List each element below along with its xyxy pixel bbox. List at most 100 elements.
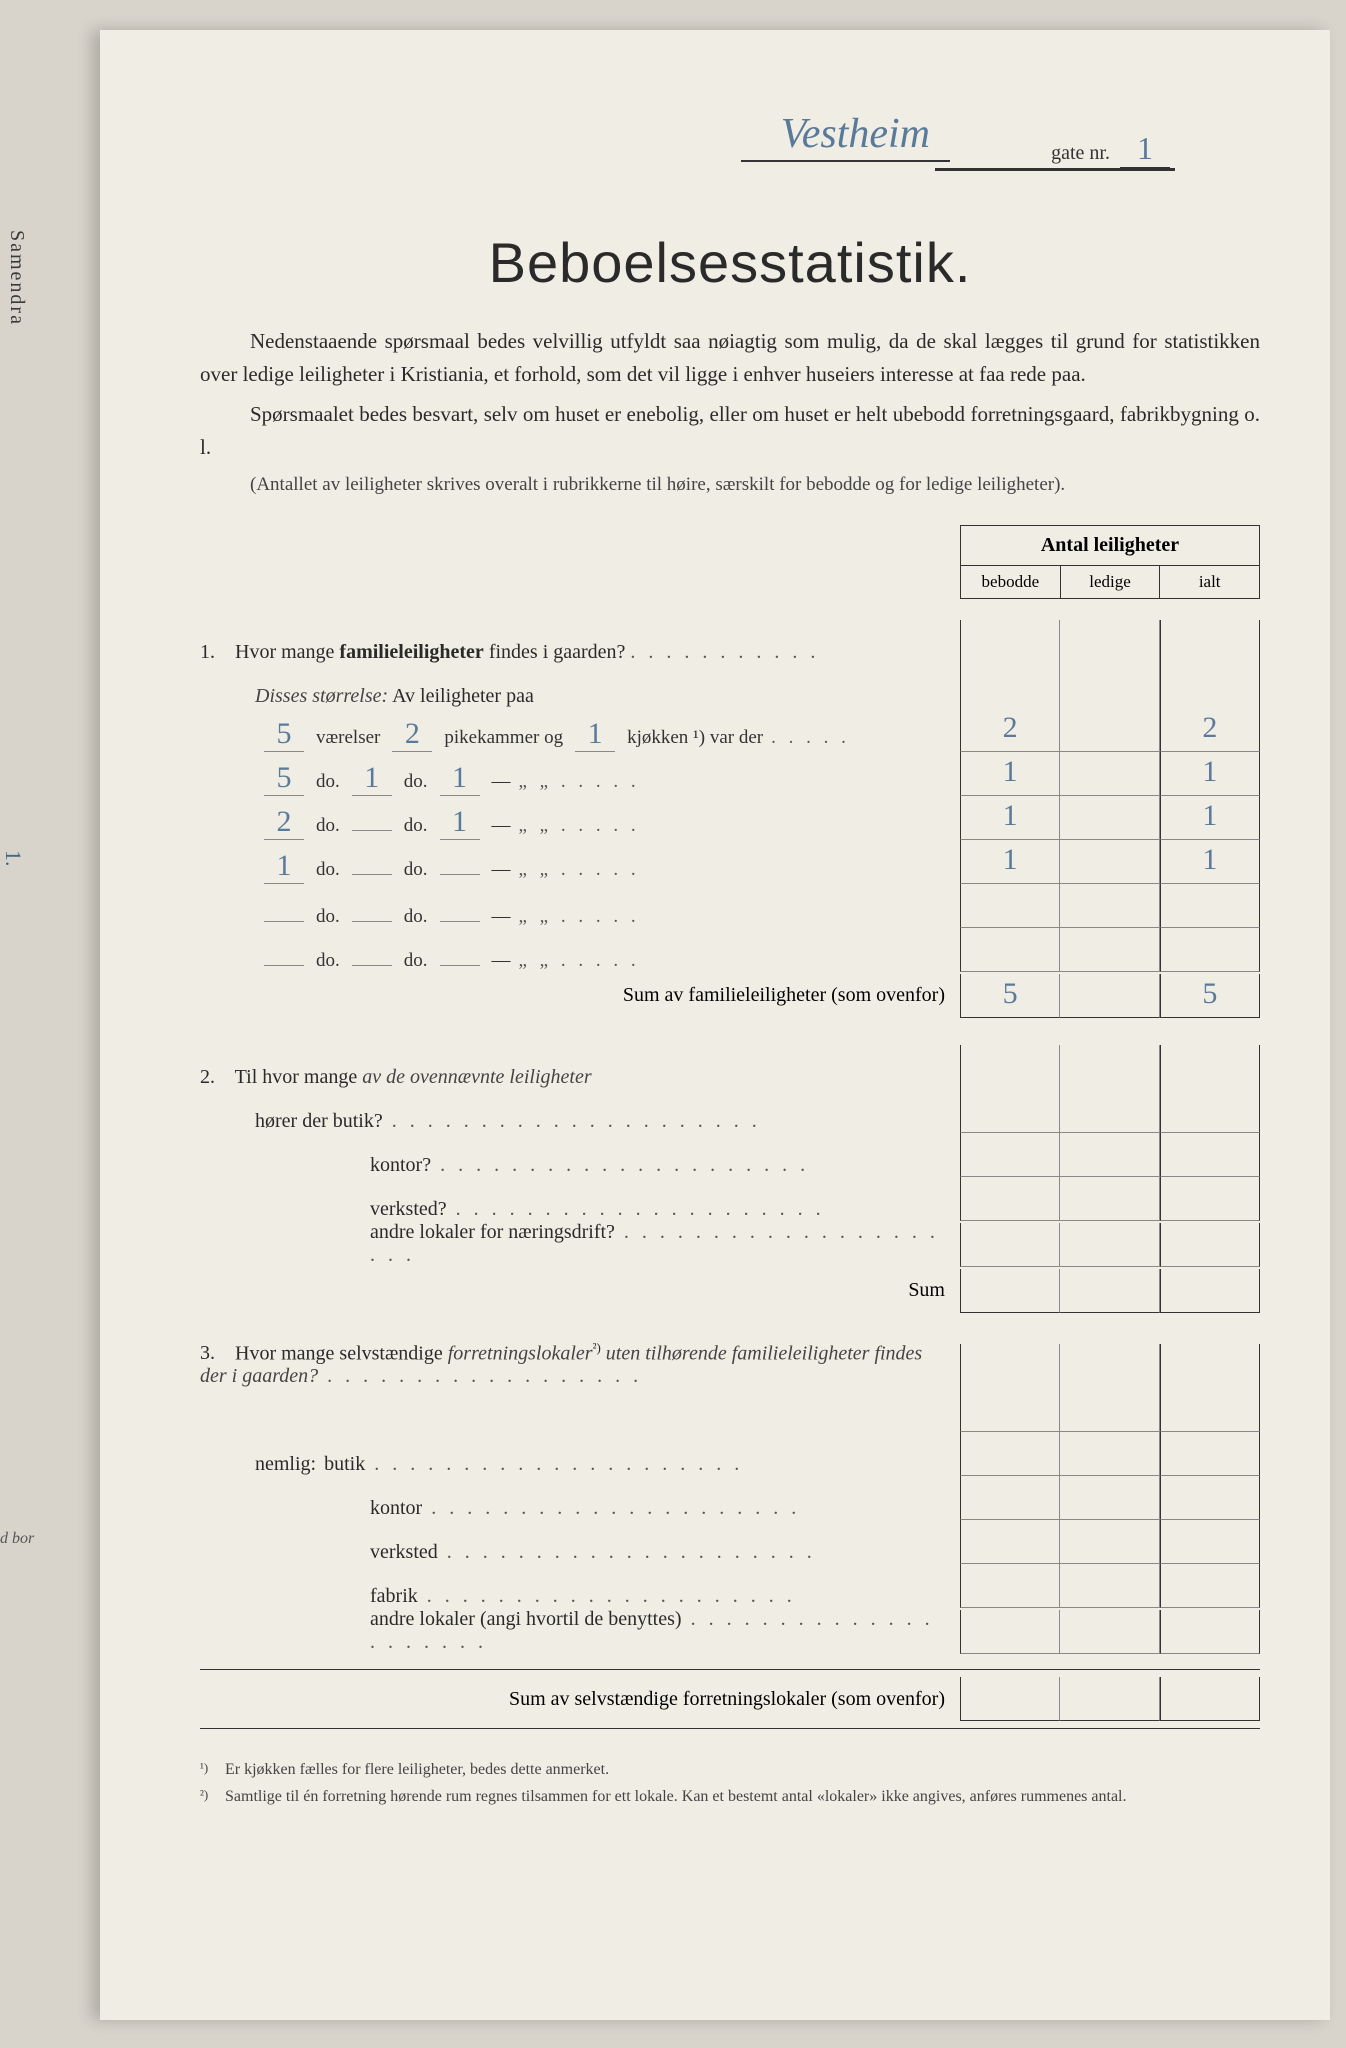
pikekammer-value	[352, 874, 392, 875]
kjokken-value: 1	[575, 717, 615, 752]
footnotes: ¹) Er kjøkken fælles for flere leilighet…	[200, 1759, 1260, 1808]
cell-ialt	[1160, 884, 1260, 928]
q2-ital: av de ovennævnte leiligheter	[362, 1066, 591, 1088]
q3-sum-label: Sum av selvstændige forretningslokaler	[509, 1688, 826, 1710]
fn2-text: Samtlige til én forretning hørende rum r…	[225, 1786, 1127, 1808]
pikekammer-value: 1	[352, 761, 392, 796]
q3-sup: ²)	[593, 1340, 601, 1355]
q2-sum-row: Sum	[200, 1267, 1260, 1315]
q1-room-row: do.do.— „ „ . . . . .	[200, 928, 1260, 972]
q2-item-row: verksted? . . . . . . . . . . . . . . . …	[200, 1177, 1260, 1221]
q1-sum-ialt: 5	[1160, 974, 1260, 1018]
gate-nr-value: 1	[1120, 130, 1170, 169]
q1-text-a: Hvor mange	[235, 641, 339, 663]
q1-room-row: 5værelser2pikekammer og1kjøkken ¹) var d…	[200, 708, 1260, 752]
fn1-num: ¹)	[200, 1759, 225, 1781]
q1-bold: familieleiligheter	[339, 641, 483, 663]
col-ledige: ledige	[1061, 566, 1161, 598]
cell-ledige	[1060, 884, 1159, 928]
cell-ialt: 2	[1160, 708, 1260, 752]
cell-bebodde: 1	[960, 752, 1060, 796]
q3-item-label: fabrik	[370, 1585, 418, 1607]
spine-text: Samendra	[5, 230, 28, 326]
page-title: Beboelsesstatistik.	[200, 230, 1260, 295]
q2-sum-label: Sum	[200, 1279, 960, 1302]
col-ialt: ialt	[1160, 566, 1259, 598]
q2-item-label: andre lokaler for næringsdrift?	[370, 1221, 615, 1243]
q2-item-row: kontor? . . . . . . . . . . . . . . . . …	[200, 1133, 1260, 1177]
cell-ledige	[1060, 752, 1159, 796]
cell-ledige	[1060, 928, 1159, 972]
fn1-text: Er kjøkken fælles for flere leiligheter,…	[225, 1759, 609, 1781]
edge-text-bor: d bor	[0, 1530, 34, 1548]
kjokken-value: 1	[440, 761, 480, 796]
fn2-num: ²)	[200, 1786, 225, 1808]
q2-item-label: kontor?	[370, 1154, 431, 1176]
intro-paragraph-1: Nedenstaaende spørsmaal bedes velvillig …	[200, 325, 1260, 390]
edge-text-num: 1.	[0, 850, 26, 867]
q3-item-label: butik	[324, 1453, 365, 1475]
q3-spacer	[200, 1388, 1260, 1432]
vaerelser-value: 1	[264, 849, 304, 884]
document-page: Vestheim gate nr. 1 Beboelsesstatistik. …	[100, 30, 1330, 2020]
vaerelser-value: 5	[264, 717, 304, 752]
q1-sum-ledige	[1060, 974, 1159, 1018]
cell-bebodde: 2	[960, 708, 1060, 752]
gate-nr-label: gate nr.	[1051, 142, 1110, 165]
kjokken-value: 1	[440, 805, 480, 840]
q1-sum-row: Sum av familieleiligheter (som ovenfor) …	[200, 972, 1260, 1020]
cell-bebodde: 1	[960, 840, 1060, 884]
vaerelser-value: 2	[264, 805, 304, 840]
q2-item-row: andre lokaler for næringsdrift? . . . . …	[200, 1221, 1260, 1267]
col-bebodde: bebodde	[961, 566, 1061, 598]
q3-item-row: fabrik . . . . . . . . . . . . . . . . .…	[200, 1564, 1260, 1608]
q3-item-row: nemlig:butik . . . . . . . . . . . . . .…	[200, 1432, 1260, 1476]
q1-disses: Disses størrelse: Av leiligheter paa	[200, 664, 1260, 708]
vaerelser-value: 5	[264, 761, 304, 796]
q3-item-row: kontor . . . . . . . . . . . . . . . . .…	[200, 1476, 1260, 1520]
q3-item-row: verksted . . . . . . . . . . . . . . . .…	[200, 1520, 1260, 1564]
q3-item-label: andre lokaler (angi hvortil de benyttes)	[370, 1608, 682, 1630]
q1-sum-bebodde: 5	[960, 974, 1060, 1018]
q3-item-label: verksted	[370, 1541, 438, 1563]
q1-room-row: do.do.— „ „ . . . . .	[200, 884, 1260, 928]
cell-ledige	[1060, 840, 1159, 884]
intro-paragraph-3: (Antallet av leiligheter skrives overalt…	[200, 471, 1260, 500]
cell-ledige	[1060, 708, 1159, 752]
q1-disses-label: Disses størrelse:	[255, 685, 388, 707]
header-area: Vestheim gate nr. 1	[200, 90, 1260, 190]
q2-line1: 2. Til hvor mange av de ovennævnte leili…	[200, 1045, 1260, 1089]
cell-bebodde	[960, 928, 1060, 972]
q3-ital: forretningslokaler	[448, 1342, 593, 1364]
cell-ialt	[1160, 928, 1260, 972]
cell-ialt: 1	[1160, 796, 1260, 840]
q1-room-row: 1do.do.— „ „ . . . . .11	[200, 840, 1260, 884]
footnote-2: ²) Samtlige til én forretning hørende ru…	[200, 1786, 1260, 1808]
q3-line1: 3. Hvor mange selvstændige forretningslo…	[200, 1340, 1260, 1389]
vaerelser-value	[264, 921, 304, 922]
cell-ialt: 1	[1160, 840, 1260, 884]
pikekammer-value: 2	[392, 717, 432, 752]
q2-text-a: Til hvor mange	[235, 1066, 363, 1088]
q3-item-row: andre lokaler (angi hvortil de benyttes)…	[200, 1608, 1260, 1654]
cell-ledige	[1060, 796, 1159, 840]
q3-item-label: kontor	[370, 1497, 422, 1519]
column-headers: Antal leiligheter bebodde ledige ialt	[960, 525, 1260, 599]
pikekammer-value	[352, 965, 392, 966]
q1-sum-paren: (som ovenfor)	[826, 984, 945, 1006]
main-table: Antal leiligheter bebodde ledige ialt 1.…	[200, 525, 1260, 1730]
q1-room-row: 2do.do.1— „ „ . . . . .11	[200, 796, 1260, 840]
kjokken-value	[440, 921, 480, 922]
q2-item-label: verksted?	[370, 1198, 447, 1220]
q1-room-row: 5do.1do.1— „ „ . . . . .11	[200, 752, 1260, 796]
pikekammer-value	[352, 921, 392, 922]
kjokken-value	[440, 874, 480, 875]
cell-ialt: 1	[1160, 752, 1260, 796]
cell-bebodde: 1	[960, 796, 1060, 840]
vaerelser-value	[264, 965, 304, 966]
cell-bebodde	[960, 884, 1060, 928]
q1-text-b: findes i gaarden?	[484, 641, 626, 663]
q1-row: 1. Hvor mange familieleiligheter findes …	[200, 620, 1260, 664]
q2-item-row: hører der butik? . . . . . . . . . . . .…	[200, 1089, 1260, 1133]
q1-av answer: Av leiligheter paa	[392, 685, 534, 707]
